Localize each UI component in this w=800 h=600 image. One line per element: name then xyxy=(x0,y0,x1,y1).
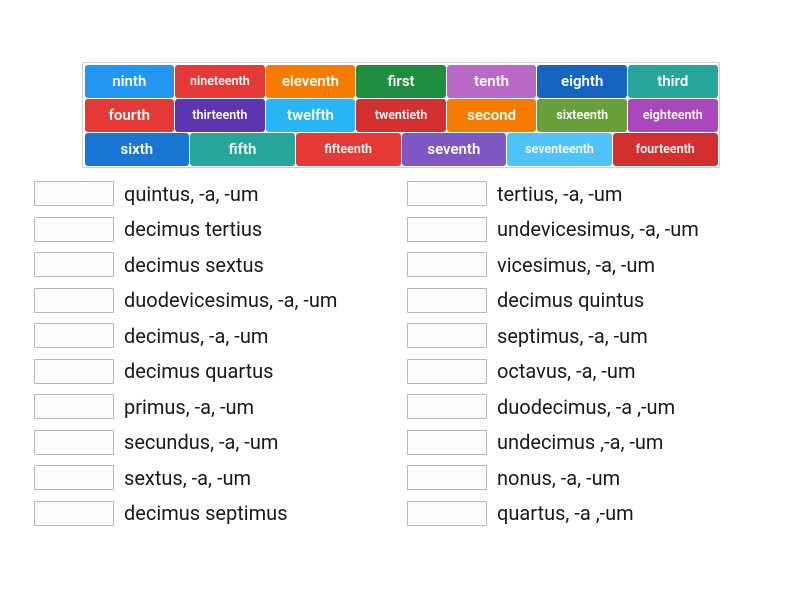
tile-twelfth[interactable]: twelfth xyxy=(266,99,356,132)
match-item: quartus, -a ,-um xyxy=(407,500,766,527)
drop-target[interactable] xyxy=(407,359,487,384)
right-column: tertius, -a, -um undevicesimus, -a, -um vi… xyxy=(407,180,766,527)
drop-target[interactable] xyxy=(34,217,114,242)
drop-target[interactable] xyxy=(407,501,487,526)
drop-target[interactable] xyxy=(34,465,114,490)
drop-target[interactable] xyxy=(407,394,487,419)
match-label: duodecimus, -a ,-um xyxy=(497,395,675,419)
drop-target[interactable] xyxy=(34,359,114,384)
tile-twentieth[interactable]: twentieth xyxy=(356,99,446,132)
tile-second[interactable]: second xyxy=(447,99,537,132)
tile-bank: ninthnineteentheleventhfirsttentheightht… xyxy=(82,62,720,168)
tile-first[interactable]: first xyxy=(356,65,446,98)
tile-seventh[interactable]: seventh xyxy=(402,133,507,166)
tile-fourth[interactable]: fourth xyxy=(85,99,175,132)
drop-target[interactable] xyxy=(407,252,487,277)
drop-target[interactable] xyxy=(407,465,487,490)
match-label: quartus, -a ,-um xyxy=(497,501,634,525)
match-label: decimus septimus xyxy=(124,501,288,525)
drop-target[interactable] xyxy=(407,288,487,313)
tile-row-2: fourththirteenthtwelfthtwentiethsecondsi… xyxy=(84,98,718,132)
tile-eighth[interactable]: eighth xyxy=(537,65,627,98)
drop-target[interactable] xyxy=(34,394,114,419)
drop-target[interactable] xyxy=(407,181,487,206)
match-item: decimus quartus xyxy=(34,358,393,385)
drop-target[interactable] xyxy=(34,430,114,455)
match-label: decimus tertius xyxy=(124,217,262,241)
left-column: quintus, -a, -um decimus tertius decimus s… xyxy=(34,180,393,527)
drop-target[interactable] xyxy=(34,181,114,206)
match-item: quintus, -a, -um xyxy=(34,180,393,207)
match-item: primus, -a, -um xyxy=(34,393,393,420)
tile-third[interactable]: third xyxy=(628,65,718,98)
tile-fifteenth[interactable]: fifteenth xyxy=(296,133,401,166)
match-label: sextus, -a, -um xyxy=(124,466,251,490)
match-label: decimus sextus xyxy=(124,253,264,277)
match-item: sextus, -a, -um xyxy=(34,464,393,491)
match-item: duodevicesimus, -a, -um xyxy=(34,287,393,314)
match-label: decimus, -a, -um xyxy=(124,324,268,348)
match-item: vicesimus, -a, -um xyxy=(407,251,766,278)
tile-row-1: ninthnineteentheleventhfirsttentheightht… xyxy=(84,64,718,98)
tile-row-3: sixthfifthfifteenthseventhseventeenthfou… xyxy=(84,132,718,166)
drop-target[interactable] xyxy=(34,252,114,277)
match-item: undevicesimus, -a, -um xyxy=(407,216,766,243)
match-label: octavus, -a, -um xyxy=(497,359,635,383)
match-item: tertius, -a, -um xyxy=(407,180,766,207)
tile-seventeenth[interactable]: seventeenth xyxy=(507,133,612,166)
match-item: decimus tertius xyxy=(34,216,393,243)
tile-fourteenth[interactable]: fourteenth xyxy=(613,133,718,166)
tile-ninth[interactable]: ninth xyxy=(85,65,175,98)
match-item: septimus, -a, -um xyxy=(407,322,766,349)
tile-tenth[interactable]: tenth xyxy=(447,65,537,98)
tile-eleventh[interactable]: eleventh xyxy=(266,65,356,98)
match-label: primus, -a, -um xyxy=(124,395,254,419)
match-item: decimus septimus xyxy=(34,500,393,527)
match-item: secundus, -a, -um xyxy=(34,429,393,456)
tile-nineteenth[interactable]: nineteenth xyxy=(175,65,265,98)
match-item: nonus, -a, -um xyxy=(407,464,766,491)
match-label: quintus, -a, -um xyxy=(124,182,258,206)
match-label: tertius, -a, -um xyxy=(497,182,622,206)
matching-activity: quintus, -a, -um decimus tertius decimus s… xyxy=(34,180,766,527)
match-label: septimus, -a, -um xyxy=(497,324,648,348)
drop-target[interactable] xyxy=(407,430,487,455)
match-label: decimus quintus xyxy=(497,288,644,312)
match-item: undecimus ,-a, -um xyxy=(407,429,766,456)
drop-target[interactable] xyxy=(34,288,114,313)
match-label: decimus quartus xyxy=(124,359,274,383)
match-item: decimus quintus xyxy=(407,287,766,314)
drop-target[interactable] xyxy=(407,323,487,348)
drop-target[interactable] xyxy=(34,323,114,348)
match-label: nonus, -a, -um xyxy=(497,466,620,490)
match-label: secundus, -a, -um xyxy=(124,430,278,454)
tile-sixteenth[interactable]: sixteenth xyxy=(537,99,627,132)
match-item: duodecimus, -a ,-um xyxy=(407,393,766,420)
drop-target[interactable] xyxy=(407,217,487,242)
tile-thirteenth[interactable]: thirteenth xyxy=(175,99,265,132)
match-label: duodevicesimus, -a, -um xyxy=(124,288,337,312)
match-label: undecimus ,-a, -um xyxy=(497,430,663,454)
match-label: undevicesimus, -a, -um xyxy=(497,217,699,241)
tile-sixth[interactable]: sixth xyxy=(85,133,190,166)
match-item: decimus sextus xyxy=(34,251,393,278)
match-label: vicesimus, -a, -um xyxy=(497,253,655,277)
match-item: decimus, -a, -um xyxy=(34,322,393,349)
match-item: octavus, -a, -um xyxy=(407,358,766,385)
tile-eighteenth[interactable]: eighteenth xyxy=(628,99,718,132)
tile-fifth[interactable]: fifth xyxy=(190,133,295,166)
drop-target[interactable] xyxy=(34,501,114,526)
